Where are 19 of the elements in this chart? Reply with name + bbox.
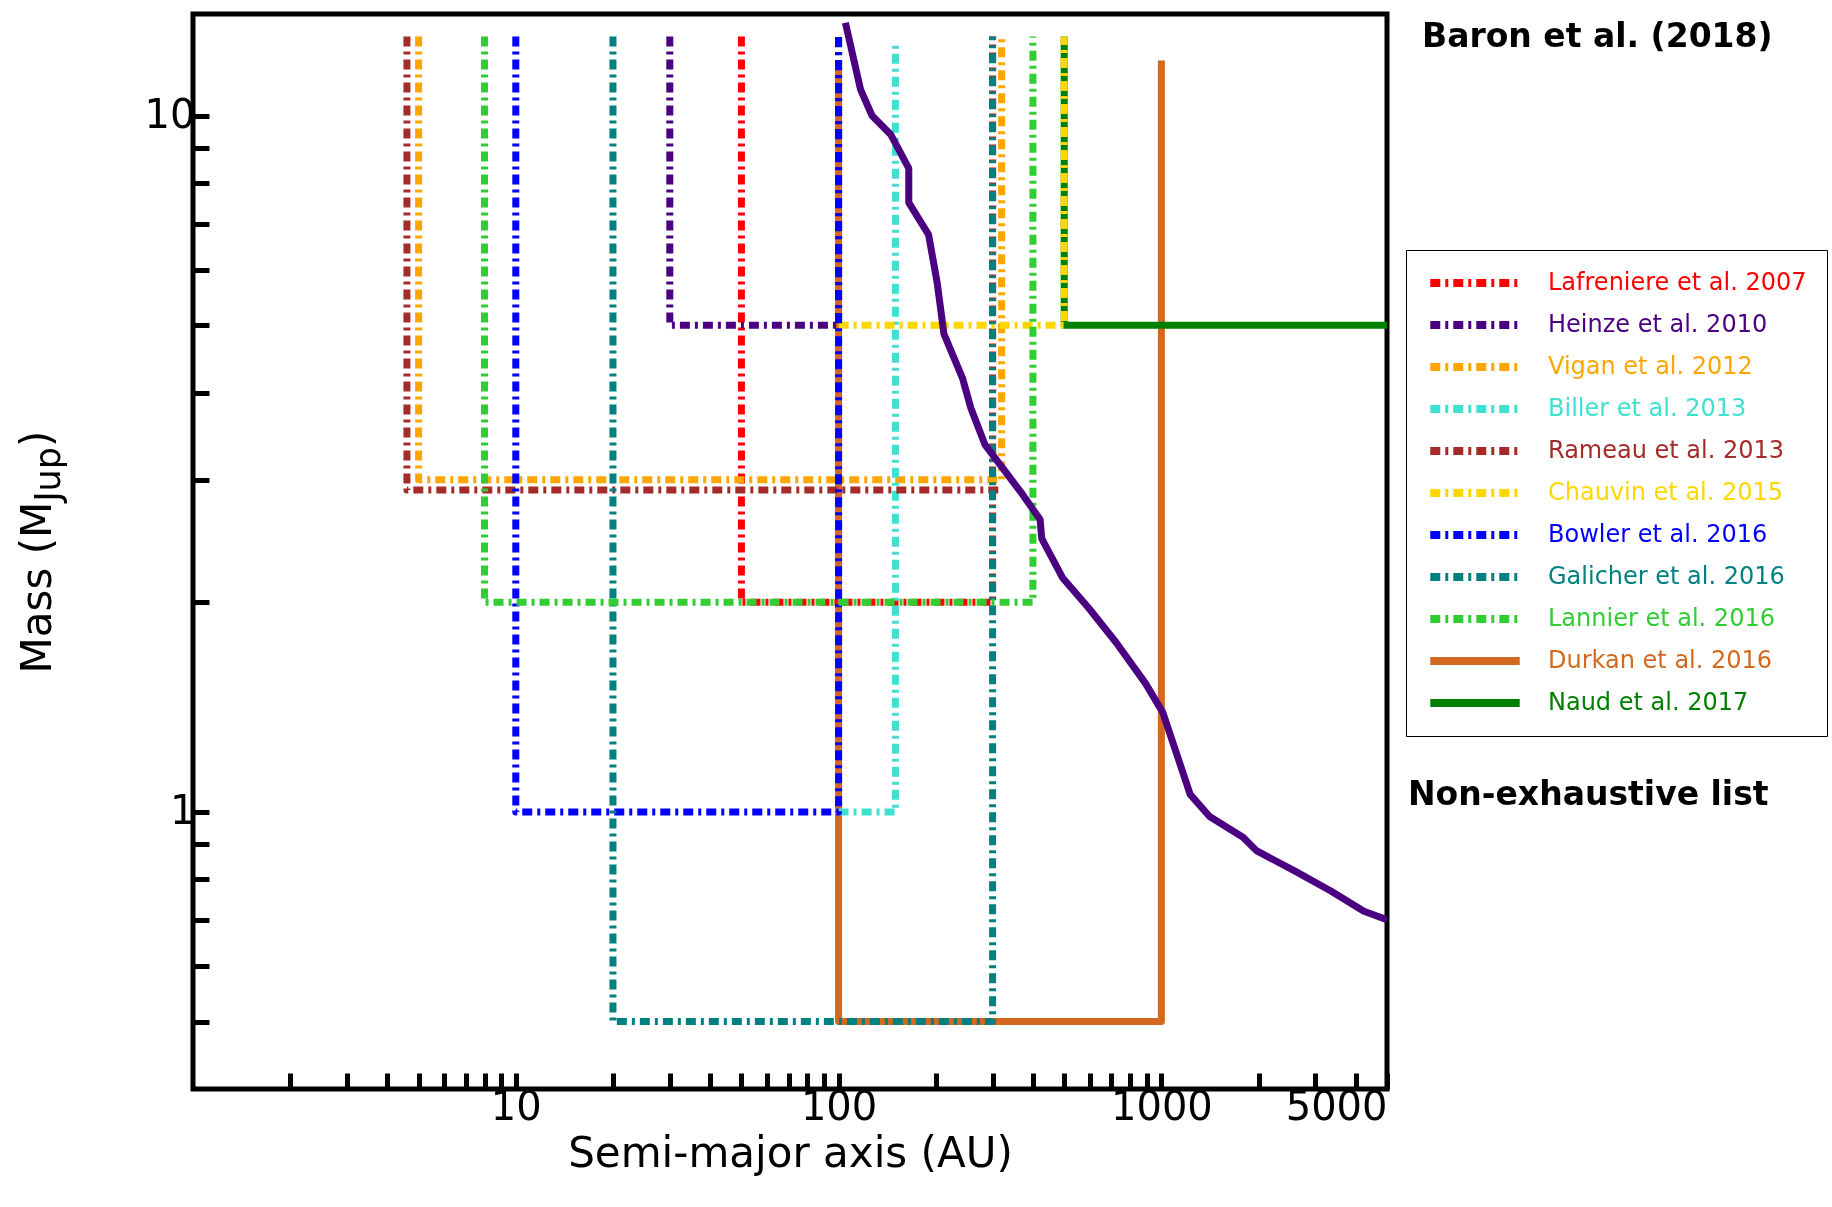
legend-label: Heinze et al. 2010: [1548, 310, 1768, 338]
legend-label: Rameau et al. 2013: [1548, 436, 1785, 464]
x-axis-title: Semi-major axis (AU): [568, 1127, 1013, 1177]
legend-label: Lannier et al. 2016: [1548, 604, 1775, 632]
x-tick-label: 100: [800, 1082, 878, 1129]
y-tick-label: 1: [170, 787, 196, 834]
legend-label: Biller et al. 2013: [1548, 394, 1747, 422]
legend-label: Vigan et al. 2012: [1548, 352, 1753, 380]
legend-label: Naud et al. 2017: [1548, 688, 1749, 716]
legend-label: Chauvin et al. 2015: [1548, 478, 1784, 506]
x-tick-label: 1000: [1110, 1082, 1213, 1129]
legend-label: Durkan et al. 2016: [1548, 646, 1773, 674]
x-tick-label: 10: [490, 1082, 542, 1129]
text: Baron et al. (2018): [1422, 16, 1773, 55]
legend-label: Bowler et al. 2016: [1548, 520, 1768, 548]
legend-label: Lafreniere et al. 2007: [1548, 268, 1807, 296]
x-tick-label: 5000: [1285, 1082, 1388, 1129]
text: Non-exhaustive list: [1408, 774, 1769, 813]
legend-label: Galicher et al. 2016: [1548, 562, 1785, 590]
